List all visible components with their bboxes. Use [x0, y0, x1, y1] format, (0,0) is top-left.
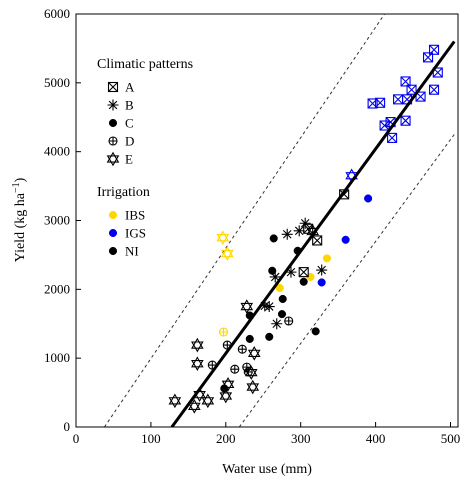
data-point: [422, 52, 434, 63]
data-point: [245, 334, 254, 343]
data-point: [220, 246, 234, 261]
data-point: [201, 393, 215, 409]
data-point: [219, 327, 229, 337]
y-tick-label: 1000: [44, 350, 70, 365]
data-point: [191, 356, 204, 371]
data-point: [311, 327, 320, 336]
data-point: [393, 94, 404, 105]
data-point: [322, 254, 331, 263]
data-point: [191, 337, 204, 353]
points-layer: [168, 44, 443, 414]
data-point: [247, 346, 261, 361]
data-point: [299, 217, 311, 229]
y-tick-label: 0: [64, 419, 71, 434]
data-point: [269, 234, 278, 243]
data-point: [278, 294, 287, 304]
data-point: [387, 132, 398, 143]
data-point: [269, 271, 281, 283]
axes-layer: 0 100 200 300 400 500010002000300040005000600…: [44, 6, 460, 446]
upper-band-line: [104, 14, 386, 427]
legend-climate-title: Climatic patterns: [97, 57, 193, 72]
data-point: [246, 379, 260, 395]
data-point: [277, 310, 287, 319]
data-point: [237, 344, 247, 354]
y-tick-label: 3000: [44, 213, 70, 228]
data-point: [265, 332, 274, 341]
legend-irrigation-label-ni: NI: [125, 244, 139, 259]
fit-layer: [170, 40, 456, 427]
legend-irrigation-title: Irrigation: [97, 185, 150, 200]
x-tick-label: 100: [141, 431, 161, 446]
data-point: [400, 115, 411, 126]
data-point: [259, 300, 271, 312]
y-axis-title-main: Yield (kg ha: [13, 192, 28, 262]
data-point: [263, 301, 275, 313]
data-point: [240, 299, 254, 314]
y-tick-label: 4000: [44, 144, 70, 159]
data-point: [284, 316, 294, 326]
data-point: [298, 267, 309, 278]
data-point: [312, 235, 323, 246]
data-point: [341, 235, 350, 244]
data-point: [219, 388, 233, 404]
legend-climate-label-a: A: [125, 80, 135, 95]
data-point: [281, 228, 293, 240]
data-point: [428, 84, 440, 95]
data-point: [188, 399, 201, 414]
y-tick-label: 5000: [44, 75, 70, 90]
x-tick-label: 500: [441, 431, 461, 446]
x-tick-label: 0: [73, 431, 80, 446]
data-point: [230, 364, 240, 374]
x-tick-label: 400: [366, 431, 386, 446]
data-point: [379, 120, 390, 131]
data-point: [317, 278, 326, 287]
data-point: [375, 97, 386, 108]
legend-climate-marker-e: [106, 151, 120, 167]
x-axis-title: Water use (mm): [222, 462, 312, 477]
legend-climate-marker-c: [108, 118, 118, 128]
y-tick-label: 2000: [44, 281, 70, 296]
legend-irrigation-marker-ni: [108, 246, 118, 256]
data-point: [299, 277, 308, 286]
y-axis-title: Yield (kg ha−1): [11, 177, 28, 262]
lower-band-line: [238, 134, 455, 427]
bands-layer: [104, 14, 455, 427]
legend-climate-label-b: B: [125, 98, 134, 113]
y-axis-title-close: ): [13, 177, 28, 182]
legend-irrigation-marker-ibs: [108, 210, 118, 220]
legend-climate-marker-b: [107, 99, 119, 111]
data-point: [293, 225, 305, 237]
data-point: [275, 283, 284, 293]
legend-climate-label-c: C: [125, 116, 134, 131]
legend-climate-marker-d: [108, 136, 118, 146]
data-point: [271, 318, 283, 330]
data-point: [316, 264, 328, 276]
regression-line: [170, 40, 456, 427]
legend-climate-label-d: D: [125, 134, 134, 149]
y-axis-title-sup: −1: [11, 182, 22, 193]
legend-irrigation-label-ibs: IBS: [125, 208, 145, 223]
data-point: [364, 194, 373, 203]
data-point: [216, 230, 230, 246]
legend-irrigation-label-igs: IGS: [125, 226, 146, 241]
legend-climate-label-e: E: [125, 152, 133, 167]
x-tick-label: 300: [291, 431, 311, 446]
data-point: [406, 84, 417, 95]
x-tick-label: 200: [216, 431, 236, 446]
data-point: [285, 266, 297, 278]
legend-irrigation-marker-igs: [108, 228, 118, 238]
y-tick-label: 6000: [44, 6, 70, 21]
legend-climate-marker-a: [107, 81, 119, 93]
data-point: [400, 76, 411, 87]
data-point: [168, 393, 182, 409]
data-point: [244, 365, 258, 380]
